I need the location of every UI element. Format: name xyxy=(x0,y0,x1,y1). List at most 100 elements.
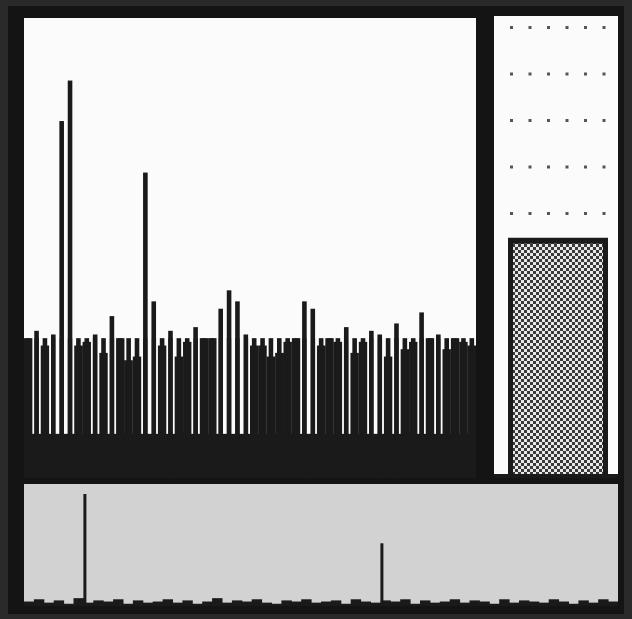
spectrum-noise-bar xyxy=(162,599,173,606)
spectrum-noise-bar xyxy=(459,602,470,606)
grid-dot xyxy=(584,26,587,29)
histogram-bar xyxy=(40,345,50,478)
spectrum-noise-bar xyxy=(301,599,312,606)
histogram-bar xyxy=(394,323,399,478)
grid-dot xyxy=(602,165,606,169)
spectrum-noise-bar xyxy=(53,600,65,606)
histogram-bar xyxy=(250,345,259,478)
display-screen xyxy=(8,6,624,614)
grid-dot xyxy=(584,72,587,76)
histogram-bar xyxy=(425,338,435,478)
spectrum-noise-bar xyxy=(172,602,183,606)
spectrum-noise-bar xyxy=(83,602,94,606)
histogram-bar xyxy=(243,334,249,478)
spectrum-noise-bar xyxy=(568,603,579,606)
spectrum-noise-bar xyxy=(113,599,124,606)
histogram-bar xyxy=(316,345,326,478)
grid-dot xyxy=(584,165,587,169)
grid-dot xyxy=(547,72,550,76)
spectrum-noise-bar xyxy=(132,600,144,606)
histogram-bar xyxy=(92,334,98,478)
histogram-bar xyxy=(143,172,148,478)
spectrum-noise-bar xyxy=(449,599,461,606)
spectrum-noise-bar xyxy=(63,603,74,606)
spectrum-noise-bar xyxy=(281,600,292,606)
histogram-bar xyxy=(124,360,133,478)
histogram-bar xyxy=(302,301,307,478)
spectrum-noise-bar xyxy=(588,602,599,606)
histogram-bar xyxy=(168,330,173,478)
histogram-bar xyxy=(226,290,232,478)
histogram-bar xyxy=(450,338,460,478)
histogram-bar xyxy=(50,334,56,478)
spectrum-noise-bar xyxy=(271,603,282,606)
histogram-bar xyxy=(183,341,192,478)
spectrum-noise-bar xyxy=(548,599,560,606)
spectrum-noise-bar xyxy=(439,601,451,606)
histogram-bar xyxy=(218,308,224,478)
grid-dot xyxy=(547,26,550,29)
grid-dot xyxy=(510,72,513,76)
grid-dot xyxy=(528,212,532,215)
spectrum-noise-bar xyxy=(380,600,391,606)
spectrum-noise-bar xyxy=(499,599,510,606)
spectrum-noise-bar xyxy=(202,601,213,606)
grid-dot xyxy=(528,72,532,76)
spectrum-noise-bar xyxy=(142,602,154,606)
spectrum-noise-bar xyxy=(410,603,421,606)
histogram-bar xyxy=(109,316,115,478)
spectrum-noise-bar xyxy=(192,603,203,606)
histogram-bar xyxy=(193,327,198,478)
grid-dot xyxy=(565,165,569,169)
spectrum-spike xyxy=(380,543,384,606)
histogram-bar xyxy=(208,338,217,478)
histogram-bar xyxy=(325,338,334,478)
grid-dot xyxy=(528,119,532,122)
spectrum-noise-bar xyxy=(420,600,431,606)
histogram-bar xyxy=(116,338,125,478)
grid-dot xyxy=(565,72,569,76)
spectrum-noise-bar xyxy=(479,601,490,606)
grid-dot xyxy=(602,26,606,29)
histogram-bar xyxy=(377,334,383,478)
histogram-bar xyxy=(442,349,451,478)
spectrum-noise-bar xyxy=(182,600,193,606)
spectrum-noise-bar xyxy=(103,601,114,606)
spectrum-noise-bar xyxy=(330,600,342,606)
grid-dot xyxy=(510,212,513,215)
histogram-bar xyxy=(151,301,157,478)
spectrum-noise-bar xyxy=(231,600,243,606)
spectrum-noise-bar xyxy=(469,600,480,606)
spectrum-noise-bar xyxy=(489,603,500,606)
spectrum-noise-bar xyxy=(43,602,55,606)
spectrum-noise-bar xyxy=(558,601,569,606)
histogram-bar xyxy=(82,341,91,478)
spectrum-noise-bar xyxy=(528,601,540,606)
histogram-bar xyxy=(174,356,184,478)
histogram-bar xyxy=(275,352,284,478)
spectrum-noise-bar xyxy=(261,602,272,606)
histogram-bar xyxy=(350,352,359,478)
bottom-spectrum-panel xyxy=(24,484,618,606)
level-bar-fill xyxy=(513,243,603,478)
histogram-bar xyxy=(358,341,368,478)
spectrum-noise-bar xyxy=(241,601,253,606)
spectrum-noise-bar xyxy=(608,601,618,606)
spectrum-noise-bar xyxy=(578,600,589,606)
spectrum-noise-bar xyxy=(598,599,609,606)
spectrum-noise-bar xyxy=(251,599,263,606)
grid-dot xyxy=(510,165,513,169)
histogram-bar xyxy=(67,80,73,478)
grid-dot xyxy=(602,72,606,76)
histogram-bar xyxy=(291,338,301,478)
histogram-bar xyxy=(235,301,240,478)
side-level-panel xyxy=(494,16,618,478)
histogram-bar xyxy=(24,338,33,478)
grid-dot xyxy=(510,119,513,122)
spectrum-noise-bar xyxy=(291,601,302,606)
side-baseline xyxy=(494,474,618,478)
histogram-bar xyxy=(157,345,167,478)
histogram-bar xyxy=(409,341,418,478)
histogram-bar xyxy=(369,330,374,478)
grid-dot xyxy=(584,119,587,122)
